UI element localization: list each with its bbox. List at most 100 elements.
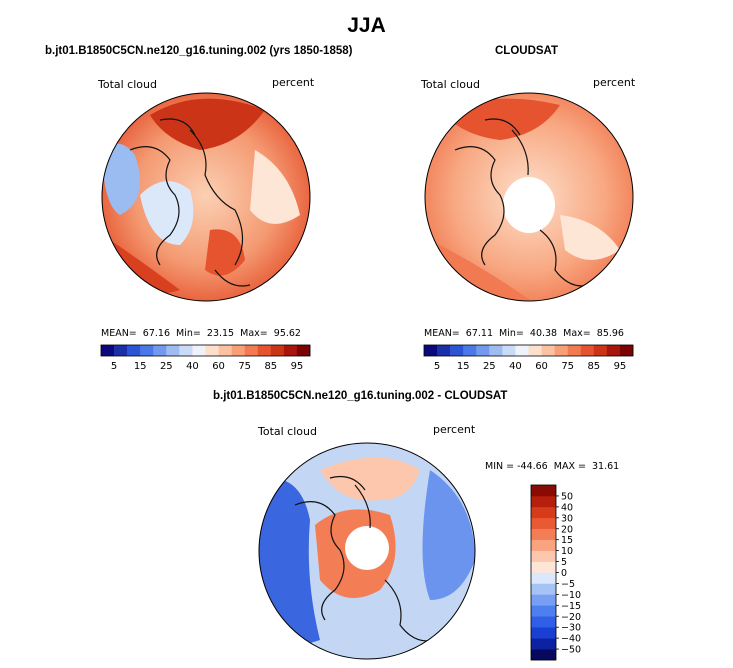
model-colorbar-box: [101, 345, 115, 356]
obs-colorbar-box: [606, 345, 621, 356]
diff-colorbar-box: [531, 561, 556, 573]
model-colorbar-box: [283, 345, 298, 356]
model-colorbar-box: [257, 345, 272, 356]
diff-colorbar-tick-label: 5: [561, 557, 567, 568]
obs-colorbar-box: [580, 345, 595, 356]
obs-colorbar-box: [593, 345, 608, 356]
model-panel-title: b.jt01.B1850C5CN.ne120_g16.tuning.002 (y…: [45, 45, 353, 57]
model-colorbar-tick-label: 85: [264, 361, 277, 372]
model-colorbar-outline: [100, 344, 311, 357]
model-colorbar-tick-label: 75: [238, 361, 251, 372]
diff-colorbar-box: [531, 550, 556, 562]
obs-colorbar-tick-label: 60: [535, 361, 548, 372]
obs-colorbar-box: [502, 345, 516, 356]
obs-map-border: [424, 92, 634, 302]
diff-colorbar-box: [531, 506, 556, 519]
model-colorbar-box: [127, 345, 141, 356]
model-colorbar-tick-label: 95: [291, 361, 304, 372]
diff-colorbar-box: [531, 605, 556, 617]
model-colorbar-box: [205, 345, 219, 356]
model-colorbar-box: [179, 345, 193, 356]
obs-colorbar-box: [619, 345, 634, 356]
diff-colorbar-box: [531, 616, 556, 628]
diff-map-coastlines: [294, 475, 436, 642]
obs-colorbar-box: [567, 345, 582, 356]
model-colorbar-box: [270, 345, 285, 356]
obs-colorbar-tick-label: 40: [509, 361, 522, 372]
obs-stats: MEAN= 67.11 Min= 40.38 Max= 85.96: [424, 328, 624, 339]
diff-colorbar-box: [531, 649, 556, 661]
model-colorbar-tick-label: 25: [160, 361, 173, 372]
diff-units-label: percent: [433, 423, 476, 436]
diff-colorbar-box: [531, 528, 556, 540]
model-colorbar-box: [296, 345, 311, 356]
obs-colorbar-tick-label: 95: [614, 361, 627, 372]
model-colorbar-box: [140, 345, 154, 356]
diff-colorbar-box: [531, 495, 556, 508]
obs-colorbar-box: [489, 345, 503, 356]
model-variable-label: Total cloud: [98, 78, 157, 91]
diff-colorbar-tick-label: 30: [561, 513, 573, 524]
obs-units-label: percent: [593, 76, 636, 89]
model-map-blue-region: [102, 143, 140, 215]
diff-colorbar-tick-label: −15: [561, 601, 581, 612]
model-colorbar-box: [166, 345, 180, 356]
model-map-light-blue-region: [140, 181, 194, 245]
model-colorbar-box: [218, 345, 232, 356]
model-colorbar-tick-label: 15: [134, 361, 147, 372]
obs-variable-label: Total cloud: [421, 78, 480, 91]
obs-colorbar-tick-label: 15: [457, 361, 470, 372]
diff-colorbar-box: [531, 517, 556, 530]
model-map-light-region: [250, 150, 300, 224]
diff-map-blue-region-2: [422, 470, 475, 600]
model-colorbar-box: [244, 345, 259, 356]
diff-colorbar-box: [531, 583, 556, 595]
diff-map-border: [258, 442, 476, 660]
diff-colorbar-tick-label: 50: [561, 491, 573, 502]
model-colorbar-box: [231, 345, 245, 356]
obs-map-missing-data: [503, 177, 555, 233]
obs-colorbar-tick-label: 5: [434, 361, 440, 372]
obs-colorbar-box: [528, 345, 542, 356]
diff-colorbar-box: [531, 572, 556, 584]
model-colorbar-box: [153, 345, 167, 356]
obs-map-coastlines: [454, 118, 591, 287]
obs-map-light-region: [560, 215, 620, 260]
obs-colorbar-tick-label: 25: [483, 361, 496, 372]
obs-colorbar-tick-label: 85: [587, 361, 600, 372]
model-colorbar-tick-label: 5: [111, 361, 117, 372]
diff-colorbar-tick-label: 40: [561, 502, 573, 513]
diff-stats: MIN = -44.66 MAX = 31.61: [485, 461, 620, 472]
diff-panel-title: b.jt01.B1850C5CN.ne120_g16.tuning.002 - …: [213, 390, 508, 402]
obs-colorbar-box: [476, 345, 490, 356]
diff-map-pink-region: [320, 457, 420, 501]
obs-colorbar-box: [424, 345, 438, 356]
figure-title: JJA: [347, 14, 386, 37]
diff-colorbar-tick-label: −5: [561, 579, 575, 590]
obs-colorbar-box: [554, 345, 568, 356]
diff-colorbar-box: [531, 594, 556, 606]
diff-variable-label: Total cloud: [258, 425, 317, 438]
diff-colorbar-tick-label: 0: [561, 568, 567, 579]
model-stats: MEAN= 67.16 Min= 23.15 Max= 95.62: [101, 328, 301, 339]
diff-colorbar-tick-label: 20: [561, 524, 573, 535]
diff-colorbar-tick-label: 15: [561, 535, 573, 546]
model-map-border: [101, 92, 311, 302]
obs-panel-title: CLOUDSAT: [495, 45, 559, 57]
model-colorbar-box: [192, 345, 206, 356]
model-colorbar-box: [114, 345, 128, 356]
diff-colorbar-tick-label: 10: [561, 546, 573, 557]
model-colorbar-tick-label: 40: [186, 361, 199, 372]
diff-colorbar-tick-label: −30: [561, 623, 581, 634]
diff-colorbar-box: [531, 485, 556, 497]
obs-colorbar-box: [450, 345, 464, 356]
diff-colorbar-tick-label: −50: [561, 645, 581, 656]
diff-colorbar-tick-label: −10: [561, 590, 581, 601]
model-units-label: percent: [272, 76, 315, 89]
obs-colorbar-outline: [423, 344, 634, 357]
